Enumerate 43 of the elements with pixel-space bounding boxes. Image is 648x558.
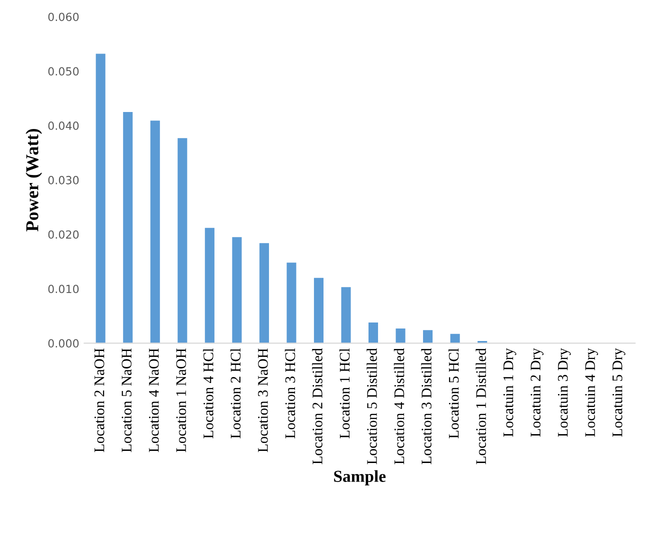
x-tick-label: Location 4 NaOH — [148, 348, 159, 452]
x-tick-label: Location 5 NaOH — [122, 348, 132, 452]
y-axis-title: Power (Watt) — [26, 129, 42, 232]
x-tick-label: Location 2 HCl — [230, 348, 241, 438]
x-tick-label: Locatuin 1 Dry — [503, 348, 516, 437]
x-tick-label: Location 1 NaOH — [176, 348, 186, 452]
x-tick-label: Location 4 HCl — [203, 348, 214, 438]
bar — [423, 330, 433, 344]
y-tick-label: 0.000 — [48, 339, 79, 348]
bar — [286, 262, 296, 344]
x-tick-label: Location 2 Distilled — [312, 348, 322, 464]
bar — [450, 334, 460, 344]
y-tick-label: 0.060 — [48, 12, 79, 22]
bar — [150, 120, 160, 344]
bar — [204, 228, 214, 344]
y-tick-label: 0.040 — [48, 122, 79, 130]
x-tick-label: Location 1 HCl — [339, 348, 350, 438]
x-tick-label: Location 3 NaOH — [258, 348, 268, 452]
y-tick-label: 0.030 — [48, 176, 79, 184]
x-tick-label: Locatuin 2 Dry — [530, 348, 544, 437]
y-tick-label: 0.050 — [48, 67, 79, 76]
bar — [123, 112, 133, 344]
x-tick-label: Location 5 HCl — [448, 348, 459, 438]
x-tick-label: Location 2 NaOH — [94, 348, 104, 452]
x-tick-label: Locatuin 5 Dry — [612, 348, 626, 437]
x-tick-label: Location 5 Distilled — [366, 348, 377, 464]
x-tick-label: Locatuin 3 Dry — [558, 348, 571, 437]
y-tick-label: 0.020 — [48, 230, 79, 239]
x-tick-label: Location 1 Distilled — [476, 348, 486, 464]
bar — [178, 138, 188, 344]
bar — [96, 54, 106, 344]
bar — [341, 287, 351, 344]
bar — [232, 237, 242, 344]
x-tick-label: Location 3 Distilled — [421, 348, 432, 464]
bar — [314, 278, 324, 344]
bar — [259, 243, 269, 344]
x-tick-label: Location 3 HCl — [284, 348, 296, 438]
bar — [368, 322, 378, 344]
x-axis-title: Sample — [334, 470, 386, 486]
x-tick-label: Location 4 Distilled — [394, 348, 404, 464]
x-tick-label: Locatuin 4 Dry — [585, 348, 598, 437]
y-tick-label: 0.010 — [48, 284, 79, 294]
bar — [396, 328, 406, 344]
